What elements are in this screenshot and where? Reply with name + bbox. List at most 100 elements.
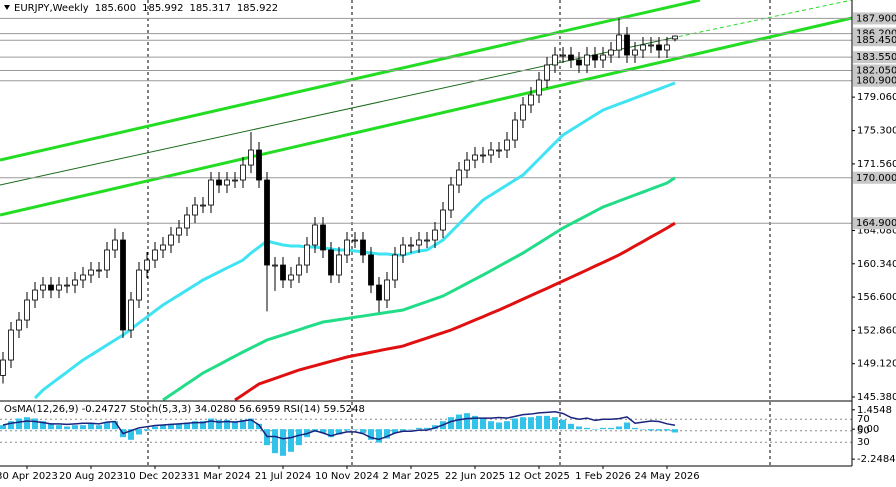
candle-body [544,64,550,81]
y-tick-label: 171.560 [857,159,896,170]
osma-bar [616,426,622,430]
osma-bar [448,417,454,430]
candle-body [24,299,30,321]
osma-bar [256,423,262,430]
osma-bar [112,421,118,430]
candle-body [72,279,78,286]
osma-bar [464,413,470,430]
candle-body [256,149,262,181]
candle-body [96,269,102,272]
plot: 145.380 149.120 152.860 156.600 160.340 164.0… [0,12,896,482]
osma-bar [488,421,494,430]
osma-bar [416,427,422,430]
osma-bar [96,425,102,430]
osma-bar [40,421,46,430]
trendline-mid [0,37,673,186]
candle-body [16,319,22,331]
candle-body [472,154,478,161]
level-box [853,12,896,25]
candle-body [280,264,286,281]
osma-bar [296,429,302,446]
osma-bar [208,418,214,430]
candle-body [296,264,302,276]
candle-body [0,359,6,376]
candle-body [400,244,406,256]
osma-bar [152,426,158,430]
symbol: EURJPY,Weekly [14,3,89,14]
candle-body [560,54,566,57]
x-tick-label: 1 Feb 2026 [575,471,631,482]
candle-body [432,229,438,241]
osma-bar [320,429,326,434]
osma-bar [496,422,502,430]
level-box [853,64,896,77]
candle-body [344,239,350,256]
candle-body [208,179,214,206]
level-label: 187.900 [856,13,896,24]
candle-body [32,289,38,301]
osma-bar [504,421,510,430]
level-label: 170.000 [856,173,896,184]
candle-body [656,44,662,51]
candle-body [176,227,182,236]
candle-body [456,169,462,186]
osma-bar [608,427,614,430]
candle-body [512,119,518,141]
trendline-ext [671,0,853,39]
candle-body [248,149,254,166]
channel-lower [0,16,853,217]
candle-body [352,239,358,242]
osma-bar [640,429,646,430]
candle-body [320,224,326,251]
osma-bar [288,429,294,452]
osma-bar [32,418,38,430]
osma-tick-label: 1.4548 [857,405,892,416]
x-tick-label: 30 Apr 2023 [0,471,58,482]
candle-body [160,244,166,251]
level-box [853,51,896,64]
candle-body [8,329,14,361]
level-label: 186.200 [856,29,896,40]
candle-body [328,249,334,276]
osma-bar [528,417,534,430]
candle-body [112,239,118,251]
level-box [853,171,896,184]
rsi-tick-label: 50 [857,426,870,437]
rsi-tick-label: 70 [857,414,870,425]
osma-bar [656,429,662,431]
candle-body [536,79,542,96]
osma-bar [200,421,206,430]
osma-bar [328,429,334,438]
osma-bar [552,417,558,430]
candle-body [304,244,310,266]
level-box [853,217,896,230]
osma-bar [600,427,606,430]
osma-bar [624,422,630,430]
candle-body [232,179,238,182]
osma-bar [544,415,550,430]
osma-bar [592,429,598,430]
osma-bar [352,429,358,430]
channel-upper [0,0,701,162]
osma-bar [224,419,230,430]
menu-icon[interactable] [4,5,10,10]
candle-body [48,284,54,291]
candle-body [136,269,142,301]
candle-body [520,104,526,121]
x-tick-label: 20 Aug 2023 [59,471,123,482]
x-tick-label: 31 Mar 2024 [187,471,250,482]
candle-body [616,34,622,51]
x-tick-label: 10 Dec 2023 [123,471,187,482]
osma-bar [56,425,62,430]
candle-body [128,299,134,331]
y-tick-label: 175.300 [857,126,896,137]
osma-bar [360,429,366,434]
osma-bar [16,418,22,430]
osma-bar [80,425,86,430]
osma-bar [64,426,70,430]
osma-bar [0,425,6,430]
candle-body [376,284,382,301]
y-tick-label: 160.340 [857,259,896,270]
osma-bar [280,429,286,456]
